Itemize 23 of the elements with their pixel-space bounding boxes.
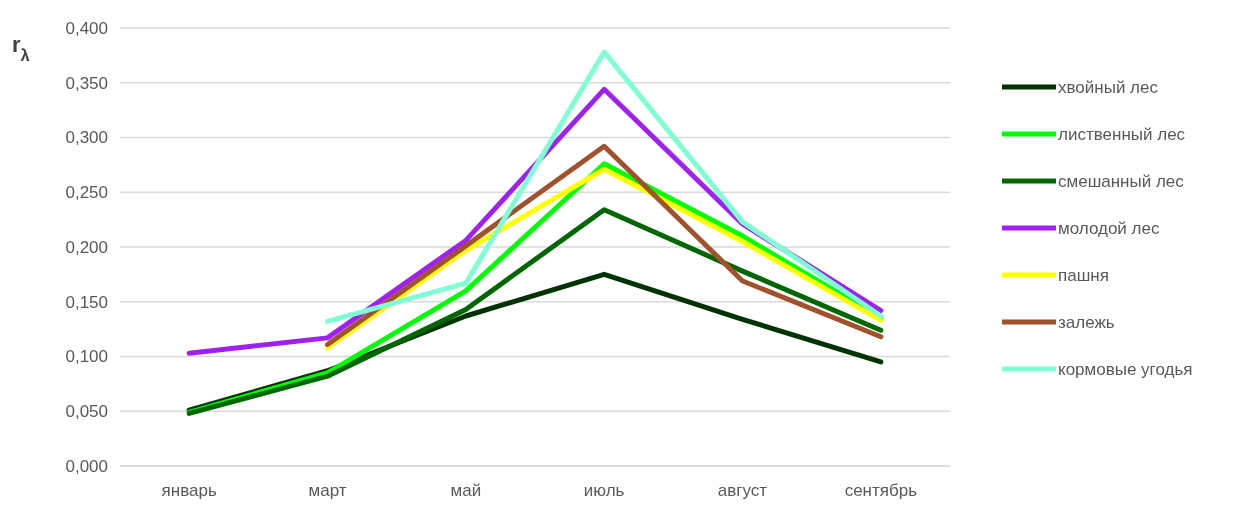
y-tick-label: 0,300 (65, 128, 108, 148)
y-tick-label: 0,400 (65, 18, 108, 38)
y-tick-label: 0,350 (65, 73, 108, 93)
y-tick-label: 0,000 (65, 456, 108, 476)
x-tick-label: май (450, 481, 482, 500)
y-tick-label: 0,150 (65, 292, 108, 312)
x-tick-label: сентябрь (844, 481, 918, 500)
y-tick-label: 0,100 (65, 347, 108, 367)
legend-label: лиственный лес (1058, 124, 1186, 144)
legend-label: хвойный лес (1058, 77, 1159, 97)
y-axis-title: r$_{λ}$ (12, 32, 30, 64)
legend-label: кормовые угодья (1058, 359, 1193, 379)
x-tick-label: март (308, 481, 347, 500)
legend-label: пашня (1058, 265, 1109, 285)
x-tick-label: июль (583, 481, 625, 500)
y-tick-label: 0,250 (65, 183, 108, 203)
y-tick-label: 0,200 (65, 237, 108, 257)
legend-label: залежь (1058, 312, 1115, 332)
y-tick-label: 0,050 (65, 402, 108, 422)
legend-label: смешанный лес (1058, 171, 1185, 191)
x-tick-label: январь (161, 481, 217, 500)
x-tick-label: август (717, 481, 768, 500)
legend-label: молодой лес (1058, 218, 1160, 238)
